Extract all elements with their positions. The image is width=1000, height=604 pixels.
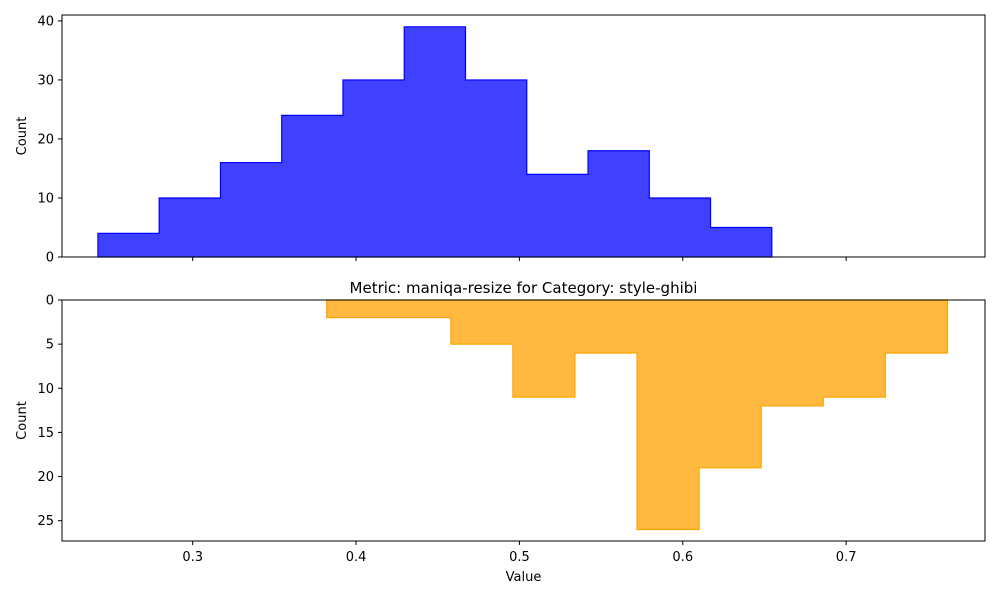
y-tick-label: 0 bbox=[46, 251, 54, 266]
histogram-bin bbox=[220, 163, 281, 257]
y-tick-label: 20 bbox=[37, 132, 54, 147]
histogram-bin bbox=[699, 300, 761, 468]
y-tick-label: 10 bbox=[37, 382, 54, 397]
histogram-bin bbox=[575, 300, 637, 353]
histogram-bin bbox=[451, 300, 513, 344]
x-tick-label: 0.4 bbox=[346, 550, 367, 565]
axes-frame bbox=[61, 299, 986, 542]
y-tick-label: 40 bbox=[37, 14, 54, 29]
chart-title: Metric: maniqa-resize for Category: styl… bbox=[350, 279, 698, 297]
histogram-bin bbox=[343, 80, 404, 257]
histogram-bin bbox=[513, 300, 575, 397]
y-axis-label: Count bbox=[15, 117, 30, 156]
histogram-bin bbox=[466, 80, 527, 257]
histogram-bin bbox=[637, 300, 699, 530]
histogram-bin bbox=[527, 174, 588, 257]
histogram-bin bbox=[327, 300, 389, 318]
x-tick-label: 0.7 bbox=[836, 550, 857, 565]
histogram-bin bbox=[159, 198, 220, 257]
histogram-step-fill bbox=[326, 299, 949, 531]
histogram-bin bbox=[98, 233, 159, 257]
histogram-bin bbox=[404, 27, 465, 257]
histogram-step-fill bbox=[97, 26, 773, 258]
y-tick-label: 30 bbox=[37, 73, 54, 88]
x-tick-label: 0.3 bbox=[182, 550, 203, 565]
y-tick-label: 25 bbox=[37, 514, 54, 529]
bottom-histogram-plot: 0 5 10 15 20 25 0.3 0.4 0.5 0.6 0.7 Count Value Metri… bbox=[15, 279, 986, 585]
x-tick-label: 0.5 bbox=[509, 550, 530, 565]
histogram-bin bbox=[885, 300, 947, 353]
top-histogram-plot: 0 10 20 30 40 Count bbox=[15, 14, 986, 266]
histogram-bin bbox=[649, 198, 710, 257]
y-tick-label: 0 bbox=[46, 294, 54, 309]
y-tick-label: 20 bbox=[37, 470, 54, 485]
x-axis-label: Value bbox=[506, 570, 542, 585]
x-tick-label: 0.6 bbox=[672, 550, 693, 565]
histogram-bin bbox=[823, 300, 885, 397]
histogram-bin bbox=[761, 300, 823, 406]
y-tick-label: 10 bbox=[37, 191, 54, 206]
histogram-bin bbox=[588, 151, 649, 257]
y-tick-label: 15 bbox=[37, 426, 54, 441]
histogram-bin bbox=[389, 300, 451, 318]
histogram-bin bbox=[282, 115, 343, 257]
histogram-bin bbox=[711, 227, 772, 257]
y-tick-label: 5 bbox=[46, 338, 54, 353]
y-axis-label: Count bbox=[15, 401, 30, 440]
axes-frame bbox=[61, 14, 986, 258]
